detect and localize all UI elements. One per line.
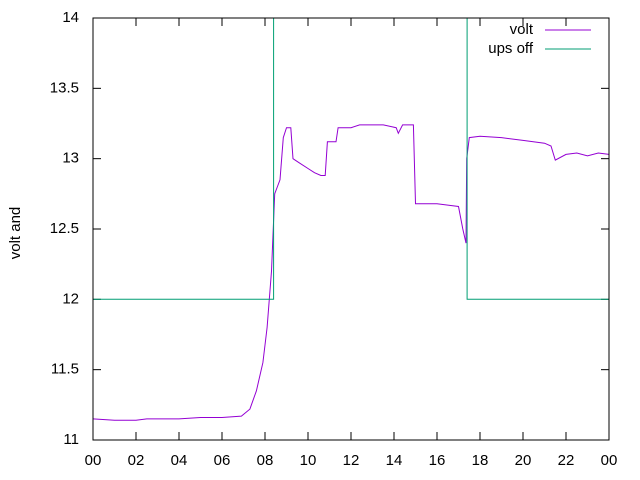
plot-border [92,17,610,441]
x-tick-label: 08 [257,452,274,469]
y-axis-label: volt and [7,207,24,260]
x-tick-label: 22 [558,452,575,469]
x-tick-label: 02 [128,452,145,469]
legend-label: ups off [488,40,534,57]
y-tick-label: 11 [63,431,79,448]
series-line [92,124,610,421]
y-tick-label: 11.5 [51,361,79,378]
x-tick-label: 16 [429,452,446,469]
y-tick-label: 12.5 [50,220,79,237]
y-tick-label: 13.5 [50,79,79,96]
y-tick-label: 14 [62,9,79,26]
x-tick-label: 00 [601,452,618,469]
x-tick-label: 14 [386,452,403,469]
legend-label: volt [510,21,534,38]
series-line [93,17,609,300]
x-tick-label: 18 [472,452,489,469]
x-tick-label: 12 [343,452,360,469]
x-tick-label: 00 [85,452,102,469]
y-tick-label: 13 [62,150,79,167]
x-tick-label: 10 [300,452,317,469]
x-tick-label: 06 [214,452,231,469]
y-tick-label: 12 [62,290,79,307]
x-tick-label: 20 [515,452,532,469]
x-tick-label: 04 [171,452,188,469]
